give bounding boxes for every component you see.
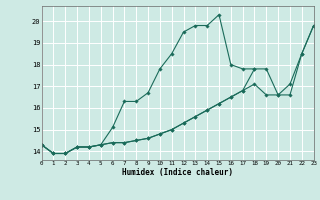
X-axis label: Humidex (Indice chaleur): Humidex (Indice chaleur) xyxy=(122,168,233,177)
